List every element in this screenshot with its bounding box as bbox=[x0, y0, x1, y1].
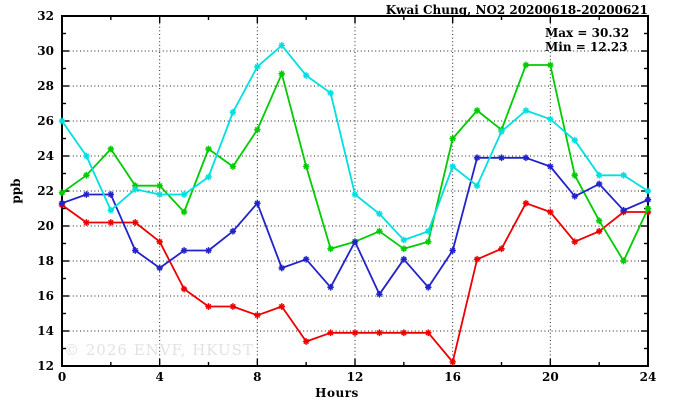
series-cyan-markers bbox=[58, 42, 652, 244]
watermark: © 2026 ENVF, HKUST bbox=[64, 341, 254, 359]
y-tick-label: 30 bbox=[37, 44, 54, 58]
y-tick-label: 16 bbox=[37, 289, 54, 303]
x-axis-label: Hours bbox=[315, 386, 359, 400]
y-tick-label: 14 bbox=[37, 324, 54, 338]
series-green-markers bbox=[58, 61, 652, 265]
chart-title: Kwai Chung, NO2 20200618-20200621 bbox=[385, 3, 648, 17]
x-tick-label: 4 bbox=[155, 370, 164, 384]
y-tick-label: 26 bbox=[37, 114, 54, 128]
x-tick-label: 16 bbox=[444, 370, 461, 384]
x-tick-label: 8 bbox=[253, 370, 262, 384]
y-tick-label: 24 bbox=[37, 149, 54, 163]
x-tick-label: 0 bbox=[57, 370, 67, 384]
series-green-line bbox=[61, 64, 649, 262]
y-tick-label: 28 bbox=[37, 79, 54, 93]
x-tick-label: 24 bbox=[639, 370, 657, 384]
min-annotation: Min = 12.23 bbox=[545, 40, 628, 54]
y-tick-label: 12 bbox=[37, 359, 54, 373]
y-tick-label: 18 bbox=[37, 254, 54, 268]
max-annotation: Max = 30.32 bbox=[545, 26, 630, 40]
x-tick-label: 12 bbox=[346, 370, 364, 384]
y-tick-label: 22 bbox=[37, 184, 54, 198]
series-blue-markers bbox=[58, 154, 652, 298]
y-tick-label: 20 bbox=[37, 219, 54, 233]
y-tick-label: 32 bbox=[37, 9, 54, 23]
x-tick-label: 20 bbox=[541, 370, 559, 384]
